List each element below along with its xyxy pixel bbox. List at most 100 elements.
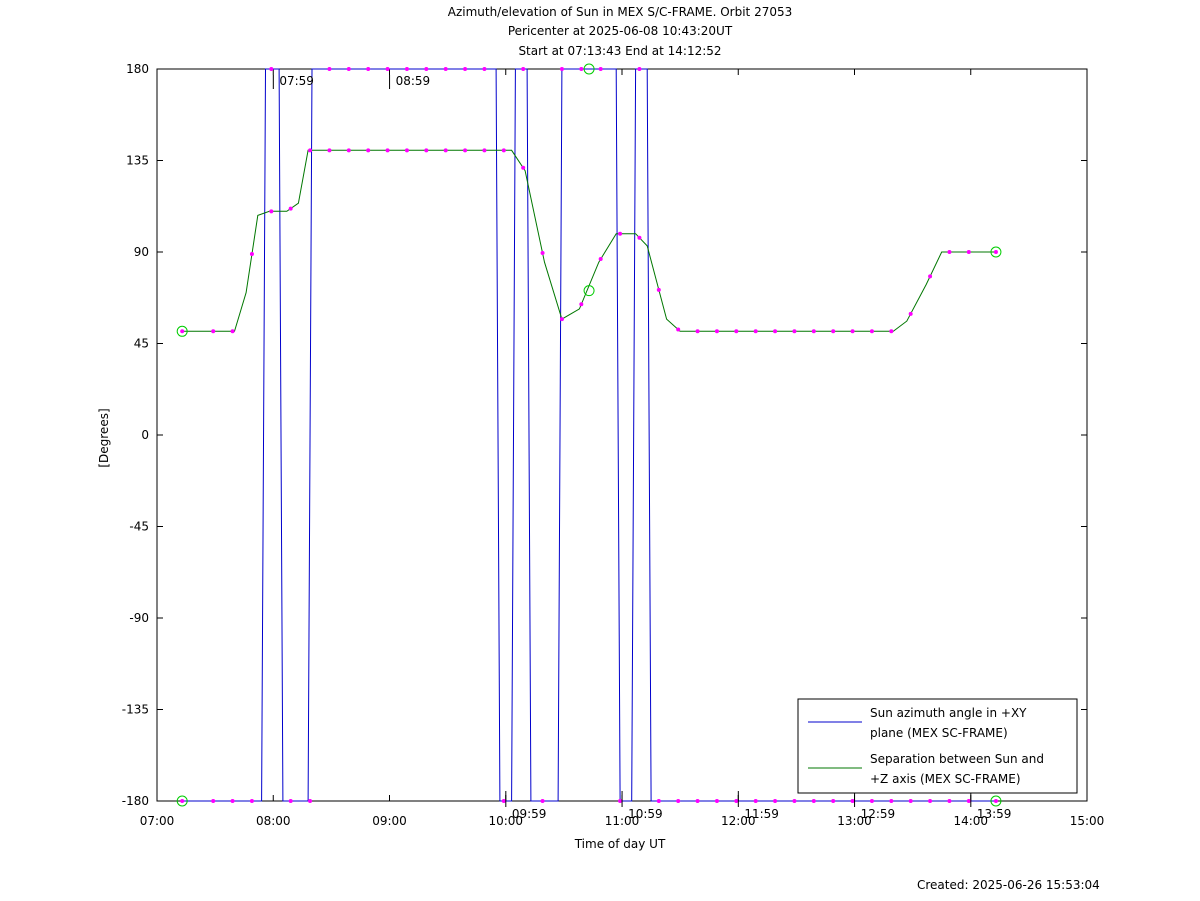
- azimuth-marker: [637, 67, 642, 71]
- hour-annotation-label: 11:59: [744, 807, 779, 821]
- separation-marker: [463, 148, 468, 153]
- x-tick-label: 09:00: [372, 814, 407, 828]
- endpoint-circle-marker: [583, 63, 595, 75]
- azimuth-marker: [269, 67, 274, 71]
- azimuth-marker: [714, 799, 719, 803]
- separation-marker: [521, 165, 526, 170]
- azimuth-marker: [288, 799, 293, 803]
- separation-marker: [540, 251, 545, 256]
- azimuth-marker: [908, 799, 913, 803]
- separation-marker: [618, 231, 623, 236]
- hour-annotation-label: 13:59: [977, 807, 1012, 821]
- separation-marker: [889, 329, 894, 334]
- azimuth-marker: [773, 799, 778, 803]
- azimuth-marker: [463, 67, 468, 71]
- separation-marker: [656, 287, 661, 292]
- azimuth-marker: [443, 67, 448, 71]
- azimuth-marker: [249, 799, 254, 803]
- separation-marker: [385, 148, 390, 153]
- azimuth-series-line: [182, 68, 996, 802]
- x-tick-label: 08:00: [256, 814, 291, 828]
- separation-marker: [559, 317, 564, 322]
- x-axis-label: Time of day UT: [574, 837, 666, 851]
- azimuth-marker: [695, 799, 700, 803]
- y-tick-label: -135: [122, 703, 149, 717]
- azimuth-marker: [230, 799, 235, 803]
- azimuth-marker: [540, 799, 545, 803]
- chart-title-line-1: Azimuth/elevation of Sun in MEX S/C-FRAM…: [447, 5, 793, 19]
- separation-marker: [327, 148, 332, 153]
- separation-marker: [637, 235, 642, 240]
- hour-annotation-label: 09:59: [512, 807, 547, 821]
- separation-marker: [579, 302, 584, 307]
- separation-marker: [346, 148, 351, 153]
- azimuth-marker: [966, 799, 971, 803]
- y-tick-label: 180: [126, 62, 149, 76]
- plot-frame: [156, 68, 1088, 802]
- x-tick-label: 12:00: [721, 814, 756, 828]
- azimuth-marker: [676, 799, 681, 803]
- legend-entry-label: +Z axis (MEX SC-FRAME): [870, 772, 1021, 786]
- azimuth-marker: [521, 67, 526, 71]
- separation-marker: [211, 329, 216, 334]
- azimuth-marker: [327, 67, 332, 71]
- azimuth-marker: [928, 799, 933, 803]
- azimuth-marker: [869, 799, 874, 803]
- legend-box: [797, 698, 1078, 794]
- separation-marker: [908, 311, 913, 316]
- azimuth-marker: [385, 67, 390, 71]
- separation-marker: [792, 329, 797, 334]
- y-tick-label: 45: [134, 337, 149, 351]
- separation-marker: [366, 148, 371, 153]
- separation-marker: [928, 274, 933, 279]
- y-tick-label: -180: [122, 794, 149, 808]
- azimuth-marker: [656, 799, 661, 803]
- azimuth-marker: [831, 799, 836, 803]
- separation-marker: [850, 329, 855, 334]
- y-tick-label: 135: [126, 154, 149, 168]
- separation-marker: [869, 329, 874, 334]
- x-tick-label: 07:00: [140, 814, 175, 828]
- separation-marker: [598, 257, 603, 262]
- hour-annotation-label: 10:59: [628, 807, 663, 821]
- azimuth-marker: [211, 799, 216, 803]
- azimuth-marker: [753, 799, 758, 803]
- y-tick-label: -45: [129, 520, 149, 534]
- endpoint-circle-marker: [176, 795, 188, 807]
- azimuth-marker: [404, 67, 409, 71]
- separation-marker: [269, 209, 274, 214]
- separation-marker: [753, 329, 758, 334]
- y-tick-label: 90: [134, 245, 149, 259]
- separation-marker: [288, 206, 293, 211]
- separation-marker: [734, 329, 739, 334]
- y-tick-label: -90: [129, 611, 149, 625]
- endpoint-circle-marker: [990, 246, 1002, 258]
- y-axis-label: [Degrees]: [97, 408, 111, 468]
- azimuth-marker: [180, 799, 185, 803]
- x-tick-label: 10:00: [488, 814, 523, 828]
- separation-marker: [831, 329, 836, 334]
- azimuth-marker: [482, 67, 487, 71]
- separation-marker: [773, 329, 778, 334]
- legend-entry-label: Separation between Sun and: [870, 752, 1044, 766]
- separation-marker: [695, 329, 700, 334]
- azimuth-marker: [579, 67, 584, 71]
- hour-annotation-label: 08:59: [396, 74, 431, 88]
- azimuth-marker: [993, 799, 998, 803]
- azimuth-marker: [792, 799, 797, 803]
- hour-annotation-label: 07:59: [279, 74, 314, 88]
- chart-title-line-3: Start at 07:13:43 End at 14:12:52: [518, 44, 722, 58]
- azimuth-marker: [501, 799, 506, 803]
- x-tick-label: 15:00: [1070, 814, 1105, 828]
- legend-entry-label: Sun azimuth angle in +XY: [870, 706, 1027, 720]
- azimuth-marker: [618, 799, 623, 803]
- separation-marker: [811, 329, 816, 334]
- separation-marker: [249, 252, 254, 257]
- azimuth-marker: [308, 799, 313, 803]
- azimuth-marker: [889, 799, 894, 803]
- separation-marker: [501, 148, 506, 153]
- azimuth-marker: [598, 67, 603, 71]
- separation-marker: [482, 148, 487, 153]
- separation-marker: [993, 250, 998, 254]
